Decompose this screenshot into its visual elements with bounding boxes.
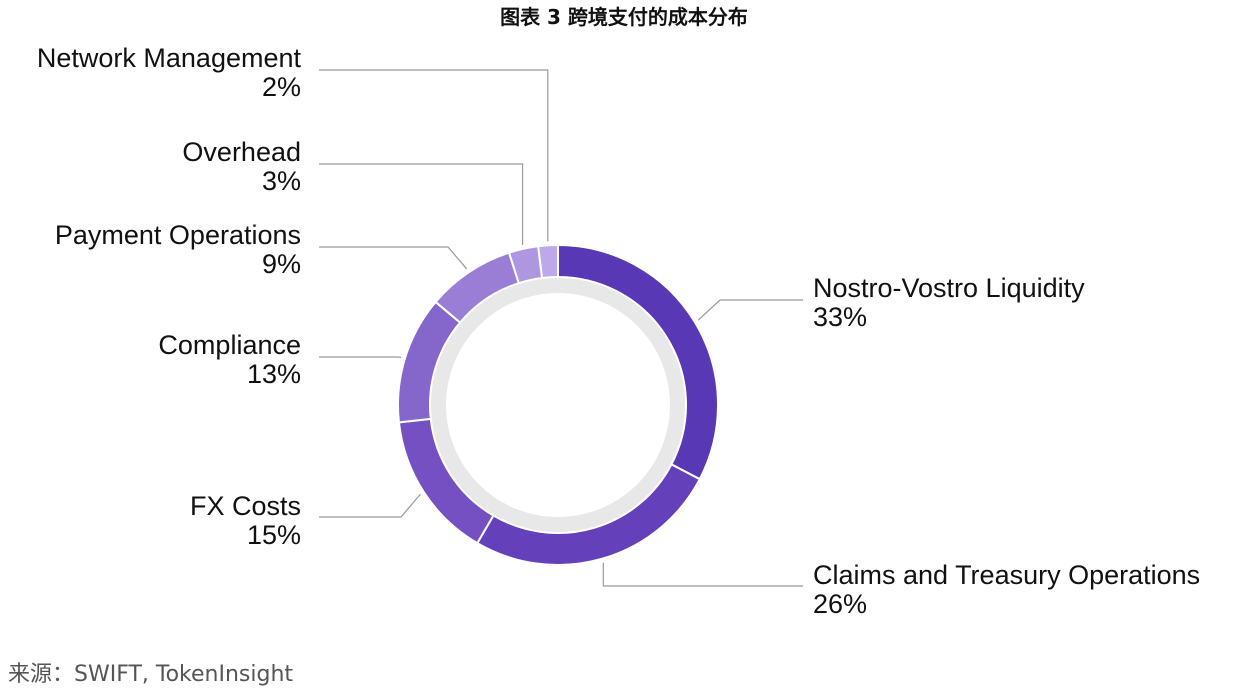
leader-line: [602, 562, 803, 587]
slice-value-label: 26%: [813, 589, 867, 619]
donut-slice: [537, 243, 559, 280]
slice-value-label: 33%: [813, 302, 867, 332]
leader-line: [319, 246, 468, 270]
slice-value-label: 2%: [262, 72, 301, 102]
leader-line: [697, 299, 803, 321]
slice-label: Nostro-Vostro Liquidity: [813, 273, 1085, 303]
leader-lines: [319, 69, 803, 587]
slice-label: FX Costs: [190, 491, 301, 521]
chart-title: 图表 3 跨境支付的成本分布: [500, 5, 748, 29]
leader-line: [319, 69, 549, 242]
slice-label: Payment Operations: [55, 220, 301, 250]
inner-track-ring: [430, 277, 686, 533]
leader-line: [319, 163, 524, 245]
slice-value-label: 13%: [247, 359, 301, 389]
leader-line: [319, 493, 421, 518]
slice-label: Claims and Treasury Operations: [813, 560, 1200, 590]
slice-value-label: 15%: [247, 520, 301, 550]
donut-group: [397, 243, 719, 566]
slice-value-label: 3%: [262, 166, 301, 196]
slice-label: Network Management: [37, 43, 302, 73]
slice-label: Compliance: [158, 330, 301, 360]
slice-label: Overhead: [182, 137, 301, 167]
donut-slice: [557, 243, 719, 481]
slice-value-label: 9%: [262, 249, 301, 279]
source-note: 来源：SWIFT, TokenInsight: [8, 662, 294, 687]
